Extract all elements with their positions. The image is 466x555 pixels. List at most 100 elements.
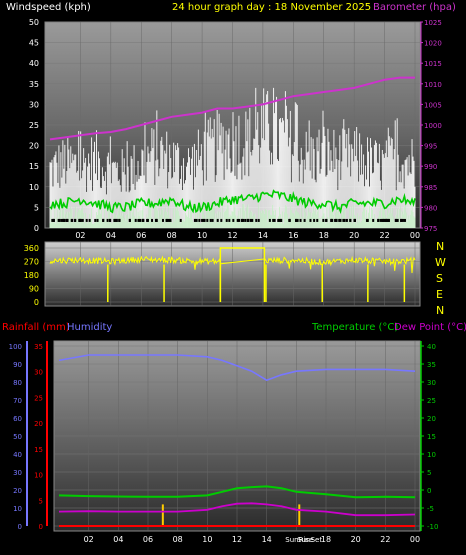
- wind-calm-mark: [62, 218, 65, 222]
- temp-y-tick-0: 0: [427, 487, 431, 495]
- wind-calm-mark: [400, 218, 403, 222]
- dewpoint-line: [58, 502, 416, 517]
- temp-y-tick-40: 40: [427, 343, 436, 351]
- wind-calm-mark: [381, 218, 384, 222]
- dewpoint-title: Dew Point (°C): [394, 322, 466, 333]
- wind-calm-mark: [198, 218, 201, 222]
- wind-calm-mark: [343, 218, 346, 222]
- dir-y-tick-270: 270: [24, 258, 39, 267]
- wind-calm-mark: [238, 218, 241, 222]
- wind-calm-mark: [193, 218, 196, 222]
- wind-calm-mark: [309, 218, 312, 222]
- wind-y-tick-35: 35: [29, 80, 39, 89]
- baro-y-tick-990: 990: [424, 163, 437, 171]
- wind-calm-mark: [379, 218, 382, 222]
- wind-calm-mark: [51, 218, 54, 222]
- wind-calm-mark: [202, 218, 205, 222]
- wind-calm-mark: [209, 218, 212, 222]
- rain-y-tick-10: 10: [34, 472, 43, 480]
- wind-calm-mark: [211, 218, 214, 222]
- wind-calm-mark: [169, 218, 172, 222]
- humidity-y-tick-100: 100: [9, 343, 22, 351]
- wind-panel-axes: 0510152025303540455097598098599099510001…: [29, 18, 442, 240]
- compass-letter-s: S: [436, 272, 443, 285]
- wind-x-tick-18: 18: [319, 231, 329, 240]
- wind-calm-mark: [216, 218, 219, 222]
- wind-x-tick-00: 00: [410, 231, 420, 240]
- temperature-title: Temperature (°C): [311, 322, 398, 333]
- temp-y-tick--5: -5: [427, 505, 434, 513]
- wind-y-tick-50: 50: [29, 18, 39, 27]
- wind-calm-mark: [195, 218, 198, 222]
- wind-y-tick-20: 20: [29, 142, 39, 151]
- wind-calm-mark: [206, 218, 209, 222]
- wind-calm-mark: [372, 218, 375, 222]
- wind-calm-mark: [137, 218, 140, 222]
- temp-y-tick-30: 30: [427, 379, 436, 387]
- wind-calm-mark: [273, 218, 276, 222]
- baro-y-tick-975: 975: [424, 225, 437, 233]
- wind-calm-mark: [85, 218, 88, 222]
- wind-calm-mark: [244, 218, 247, 222]
- wind-x-tick-10: 10: [197, 231, 207, 240]
- wind-calm-mark: [167, 218, 170, 222]
- wind-calm-mark: [141, 218, 144, 222]
- temperature-line: [58, 485, 416, 499]
- wind-calm-mark: [396, 218, 399, 222]
- wind-y-tick-10: 10: [29, 183, 39, 192]
- wind-calm-mark: [277, 218, 280, 222]
- wind-calm-mark: [387, 218, 390, 222]
- rain-y-tick-15: 15: [34, 446, 43, 454]
- wind-calm-mark: [78, 218, 81, 222]
- humidity-y-tick-20: 20: [13, 487, 22, 495]
- temp-y-tick-10: 10: [427, 451, 436, 459]
- wind-y-tick-0: 0: [34, 224, 39, 233]
- wind-calm-mark: [146, 218, 149, 222]
- baro-y-tick-1020: 1020: [424, 40, 442, 48]
- dir-y-tick-0: 0: [34, 298, 39, 307]
- wind-calm-mark: [295, 218, 298, 222]
- wind-calm-mark: [279, 218, 282, 222]
- rain-y-tick-25: 25: [34, 394, 43, 402]
- humidity-y-tick-70: 70: [13, 397, 22, 405]
- baro-y-tick-1005: 1005: [424, 101, 442, 109]
- wind-x-tick-22: 22: [379, 231, 389, 240]
- wind-x-tick-14: 14: [258, 231, 268, 240]
- wind-calm-mark: [106, 218, 109, 222]
- th-x-tick-18: 18: [321, 535, 331, 544]
- temperature-panel-marks: [58, 354, 416, 527]
- wind-calm-mark: [349, 218, 352, 222]
- wind-y-tick-40: 40: [29, 59, 39, 68]
- wind-calm-mark: [179, 218, 182, 222]
- wind-x-tick-08: 08: [167, 231, 177, 240]
- rain-y-tick-35: 35: [34, 343, 43, 351]
- wind-calm-mark: [161, 218, 164, 222]
- wind-calm-mark: [88, 218, 91, 222]
- direction-panel-axes: 0 90 180 270 360: [24, 244, 39, 307]
- wind-panel-marks: [49, 76, 416, 228]
- wind-calm-mark: [366, 218, 369, 222]
- wind-calm-mark: [353, 218, 356, 222]
- wind-calm-mark: [322, 218, 325, 222]
- wind-calm-mark: [334, 218, 337, 222]
- wind-calm-mark: [257, 218, 260, 222]
- rainfall-title: Rainfall (mm): [2, 322, 70, 333]
- humidity-y-tick-90: 90: [13, 361, 22, 369]
- wind-calm-mark: [385, 218, 388, 222]
- th-x-tick-08: 08: [173, 535, 183, 544]
- baro-y-tick-1025: 1025: [424, 19, 442, 27]
- wind-calm-mark: [113, 218, 116, 222]
- wind-calm-mark: [60, 218, 63, 222]
- baro-y-tick-980: 980: [424, 204, 437, 212]
- wind-calm-mark: [377, 218, 380, 222]
- wind-calm-mark: [345, 218, 348, 222]
- wind-calm-mark: [241, 218, 244, 222]
- humidity-y-tick-80: 80: [13, 379, 22, 387]
- wind-calm-mark: [236, 218, 239, 222]
- wind-calm-mark: [272, 218, 275, 222]
- compass-letter-n-bottom: N: [436, 304, 444, 317]
- wind-calm-mark: [201, 218, 204, 222]
- humidity-y-tick-40: 40: [13, 451, 22, 459]
- temperature-panel-axes: 010203040506070809010005101520253035-10-…: [9, 341, 438, 544]
